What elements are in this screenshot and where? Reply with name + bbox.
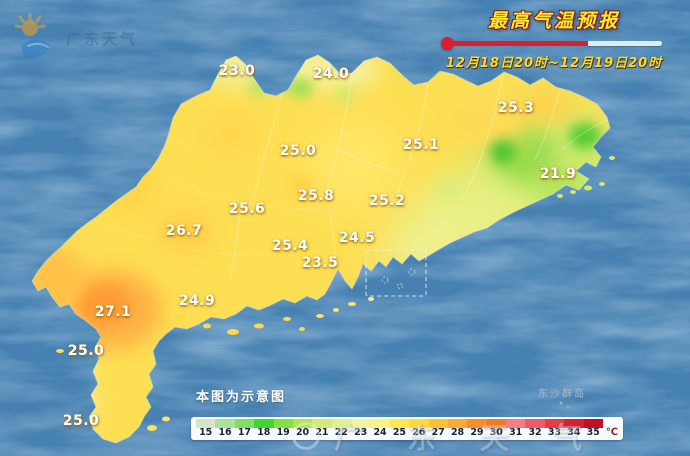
legend-cell: 34: [564, 419, 584, 438]
legend-number: 33: [547, 427, 562, 438]
legend-swatch: [564, 419, 584, 428]
legend-swatch: [447, 419, 468, 428]
thermometer-graphic: [441, 37, 667, 50]
legend-number: 26: [412, 427, 426, 438]
legend-swatch: [389, 419, 410, 428]
legend-number: 34: [567, 427, 581, 438]
legend-cell: 28: [447, 419, 468, 438]
legend-swatch: [215, 419, 235, 428]
legend-number: 25: [392, 427, 407, 438]
legend-number: 31: [509, 427, 523, 438]
legend-swatch: [312, 419, 332, 428]
legend-number: 32: [528, 427, 542, 438]
date-range: 12月18日20时~12月19日20时: [445, 56, 663, 71]
station-logo: 广东天气: [14, 12, 138, 62]
legend-cell: 33: [544, 419, 565, 438]
legend-swatch: [234, 419, 255, 428]
legend-cell: 20: [292, 419, 313, 438]
legend-swatch: [370, 419, 390, 428]
legend-number: 29: [470, 427, 484, 438]
legend-cell: 19: [273, 419, 293, 438]
legend-swatch: [273, 419, 293, 428]
sun-cloud-icon: [14, 12, 50, 58]
station-logo-text: 广东天气: [66, 30, 139, 48]
legend-cell: 26: [409, 419, 429, 438]
legend-swatch: [331, 419, 351, 428]
legend-number: 24: [373, 427, 387, 438]
legend-number: 15: [199, 427, 213, 438]
legend-number: 17: [237, 427, 252, 438]
legend-number: 23: [354, 427, 368, 438]
legend-swatch: [428, 419, 448, 428]
title-block: 最高气温预报 12月18日20时~12月19日20时: [441, 6, 667, 71]
legend-cell: 31: [506, 419, 526, 438]
legend-cell: 16: [215, 419, 235, 438]
district-boundaries: [94, 73, 608, 281]
legend-cell: 18: [254, 419, 274, 438]
legend-cell: 22: [331, 419, 351, 438]
legend-swatch: [486, 419, 506, 428]
legend-cell: 35: [583, 419, 603, 438]
legend-scale: 15 16 17 18 19 20 21 22 23 24 25 26 27 28 29 30 31 32 33 34…: [196, 419, 603, 438]
legend-number: 16: [218, 427, 232, 438]
legend-cell: 24: [370, 419, 390, 438]
legend-unit: ℃: [605, 427, 618, 438]
legend-number: 22: [334, 427, 348, 438]
province-coastline: [31, 54, 611, 444]
dongsha-islands-label: 东沙群岛: [538, 389, 586, 400]
legend-cell: 30: [486, 419, 506, 438]
legend-number: 30: [489, 427, 503, 438]
thermometer-tube: [588, 41, 662, 46]
legend-swatch: [506, 419, 526, 428]
legend-swatch: [292, 419, 313, 428]
legend-swatch: [525, 419, 545, 428]
legend-cell: 17: [234, 419, 255, 438]
legend-swatch: [409, 419, 429, 428]
legend-cell: 32: [525, 419, 545, 438]
legend-cell: 23: [351, 419, 371, 438]
legend-number: 19: [276, 427, 290, 438]
legend-swatch: [196, 419, 216, 428]
estuary-dashed-box: [365, 249, 427, 297]
legend-number: 27: [431, 427, 445, 438]
map-note: 本图为示意图: [196, 390, 287, 405]
legend-swatch: [544, 419, 565, 428]
legend-number: 20: [295, 427, 310, 438]
legend-number: 21: [315, 427, 329, 438]
thermometer-bulb: [441, 37, 454, 50]
legend-number: 18: [257, 427, 271, 438]
legend-swatch: [351, 419, 371, 428]
legend-cell: 27: [428, 419, 448, 438]
coastal-islands: [56, 156, 615, 431]
legend-cell: 21: [312, 419, 332, 438]
legend-cell: 25: [389, 419, 410, 438]
legend-cell: 15: [196, 419, 216, 438]
page-title: 最高气温预报: [487, 10, 620, 32]
legend-cell: 29: [467, 419, 487, 438]
legend-number: 28: [450, 427, 465, 438]
legend-swatch: [583, 419, 603, 428]
legend-number: 35: [586, 427, 600, 438]
legend-bar: 15 16 17 18 19 20 21 22 23 24 25 26 27 28 29 30 31 32 33 34…: [191, 417, 623, 440]
legend-swatch: [467, 419, 487, 428]
legend-swatch: [254, 419, 274, 428]
thermometer-mercury: [452, 41, 588, 46]
